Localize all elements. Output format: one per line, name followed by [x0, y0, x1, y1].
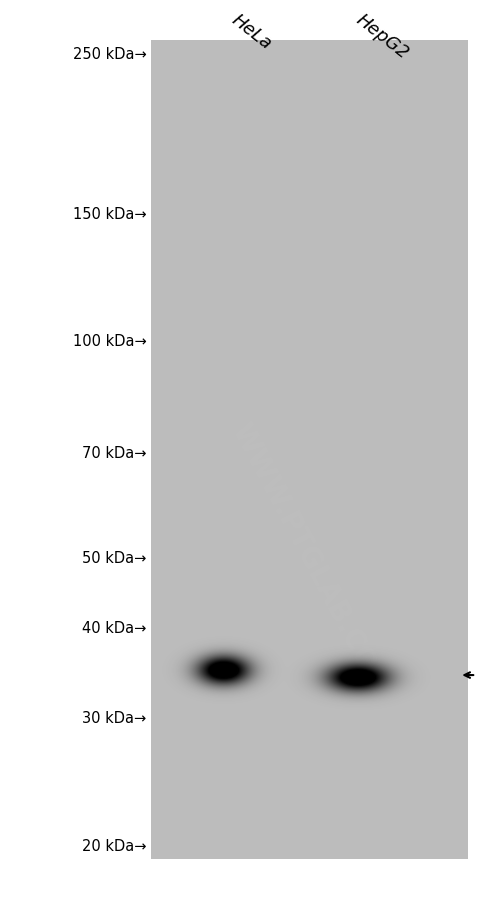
Text: 100 kDa→: 100 kDa→ — [72, 334, 146, 348]
Text: HepG2: HepG2 — [353, 11, 412, 63]
Text: 70 kDa→: 70 kDa→ — [82, 446, 146, 460]
Text: 20 kDa→: 20 kDa→ — [82, 838, 146, 852]
Text: 50 kDa→: 50 kDa→ — [82, 551, 146, 566]
Text: 40 kDa→: 40 kDa→ — [82, 621, 146, 636]
Bar — [151, 41, 468, 859]
Text: WWW.PTGLAB.COM: WWW.PTGLAB.COM — [226, 419, 394, 700]
Text: HeLa: HeLa — [228, 11, 275, 53]
Text: 250 kDa→: 250 kDa→ — [72, 47, 146, 61]
Text: 150 kDa→: 150 kDa→ — [73, 207, 146, 222]
Text: 30 kDa→: 30 kDa→ — [82, 711, 146, 726]
